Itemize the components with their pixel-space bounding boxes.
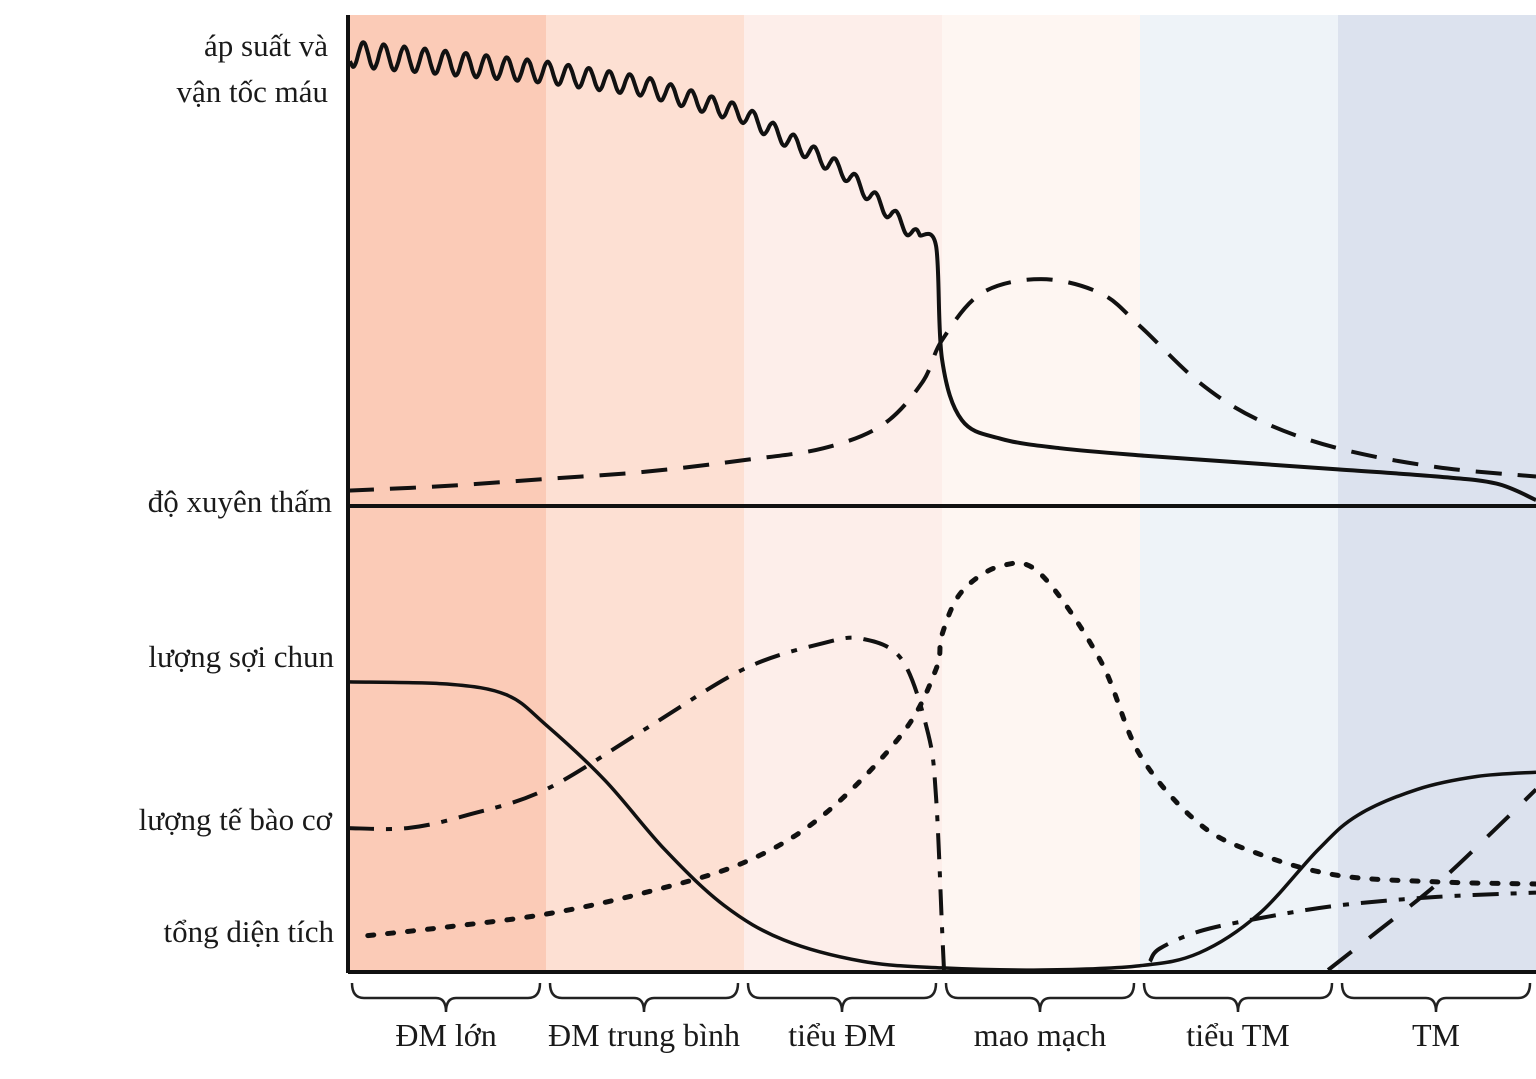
segment-label: tiểu ĐM bbox=[788, 1017, 896, 1053]
series-line-tổng-diện-tích bbox=[365, 560, 1536, 939]
label-total-area: tổng diện tích bbox=[164, 914, 335, 949]
vessel-segment-bands bbox=[348, 15, 1536, 972]
segment-label: tiểu TM bbox=[1186, 1017, 1289, 1053]
segment-braces bbox=[350, 982, 1532, 1013]
series-line-độ-xuyên-thấm bbox=[347, 277, 1536, 493]
series-line-TM-dashed bbox=[1326, 787, 1536, 972]
series-line-lượng-tế-bào-cơ bbox=[347, 635, 946, 971]
label-smooth-muscle: lượng tế bào cơ bbox=[139, 802, 333, 837]
curves bbox=[347, 40, 1536, 972]
series-line-lượng-sợi-chun bbox=[347, 680, 1536, 972]
series-line-lượng-tế-bào-cơ-(TM) bbox=[1148, 890, 1536, 963]
segment-label: ĐM lớn bbox=[395, 1017, 496, 1053]
segment-band bbox=[1140, 15, 1338, 972]
segment-band bbox=[744, 15, 942, 972]
segment-label: ĐM trung bình bbox=[548, 1017, 740, 1053]
series-line-áp-suất-và-vận-tốc-máu bbox=[348, 40, 1536, 502]
segment-band bbox=[942, 15, 1140, 972]
segment-labels: ĐM lớn ĐM trung bình tiểu ĐM mao mạch tiểu T… bbox=[395, 1017, 1460, 1053]
segment-label: TM bbox=[1412, 1017, 1460, 1053]
segment-brace bbox=[746, 982, 938, 1013]
label-pressure-line1: áp suất và bbox=[204, 28, 328, 63]
segment-brace bbox=[548, 982, 740, 1013]
segment-band bbox=[546, 15, 744, 972]
segment-brace bbox=[350, 982, 542, 1013]
label-permeability: độ xuyên thấm bbox=[148, 484, 332, 519]
segment-band bbox=[348, 15, 546, 972]
segment-brace bbox=[1340, 982, 1532, 1013]
segment-brace bbox=[1142, 982, 1334, 1013]
axes bbox=[346, 15, 1536, 974]
segment-brace bbox=[944, 982, 1136, 1013]
segment-band bbox=[1338, 15, 1536, 972]
label-elastic-fibers: lượng sợi chun bbox=[148, 639, 334, 674]
segment-label: mao mạch bbox=[974, 1017, 1106, 1053]
label-pressure-line2: vận tốc máu bbox=[176, 74, 328, 109]
